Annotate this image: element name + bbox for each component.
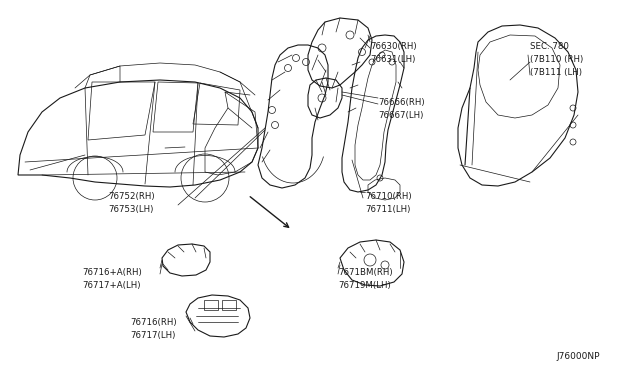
Text: 76630(RH): 76630(RH) xyxy=(370,42,417,51)
Text: 76717+A(LH): 76717+A(LH) xyxy=(82,281,141,290)
Text: 76717(LH): 76717(LH) xyxy=(130,331,175,340)
Text: 76711(LH): 76711(LH) xyxy=(365,205,410,214)
Text: 76710(RH): 76710(RH) xyxy=(365,192,412,201)
Text: 7671BM(RH): 7671BM(RH) xyxy=(338,268,392,277)
Text: SEC. 780: SEC. 780 xyxy=(530,42,569,51)
Text: 76716(RH): 76716(RH) xyxy=(130,318,177,327)
Text: 76666(RH): 76666(RH) xyxy=(378,98,424,107)
Text: 76631(LH): 76631(LH) xyxy=(370,55,415,64)
Text: 76752(RH): 76752(RH) xyxy=(108,192,155,201)
Text: (7B111 (LH): (7B111 (LH) xyxy=(530,68,582,77)
Text: 76753(LH): 76753(LH) xyxy=(108,205,154,214)
Text: 76716+A(RH): 76716+A(RH) xyxy=(82,268,141,277)
Text: J76000NP: J76000NP xyxy=(556,352,600,361)
Text: 76667(LH): 76667(LH) xyxy=(378,111,424,120)
Text: 76719M(LH): 76719M(LH) xyxy=(338,281,391,290)
Text: (7B110 (RH): (7B110 (RH) xyxy=(530,55,583,64)
